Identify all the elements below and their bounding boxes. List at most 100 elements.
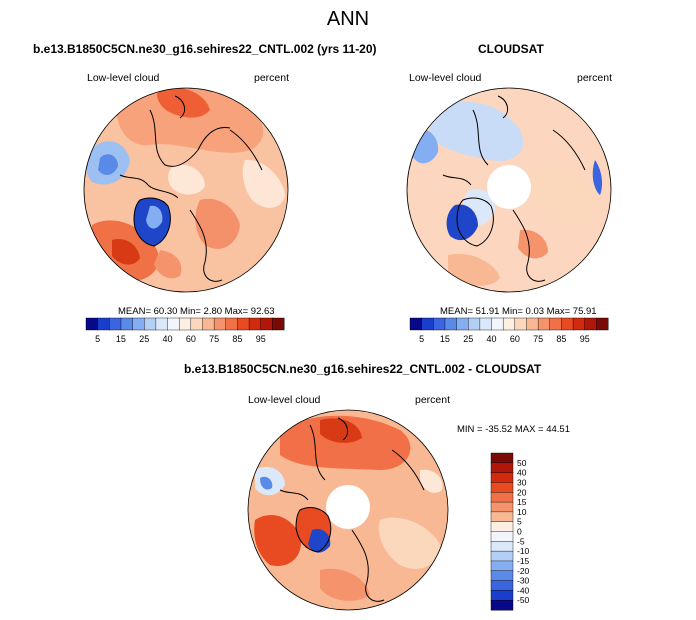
colorbar-swatch [584,317,597,331]
colorbar-tick-label: 40 [487,334,497,344]
obs-panel-title: CLOUDSAT [478,42,544,56]
colorbar-swatch [490,472,514,483]
colorbar-swatch [490,501,514,513]
obs-variable-label: Low-level cloud [409,72,482,84]
colorbar-swatch [490,560,514,572]
colorbar-swatch [572,317,586,331]
colorbar-tick-label: 5 [517,517,522,527]
model-map [84,88,288,292]
colorbar-swatch [132,317,145,331]
colorbar-swatch [490,521,514,533]
colorbar-tick-label: 40 [163,334,173,344]
colorbar-tick-label: 15 [116,334,126,344]
colorbar-tick-label: -30 [517,576,530,586]
colorbar-tick-label: 50 [517,458,527,468]
colorbar-tick-label: 60 [510,334,520,344]
colorbar-swatch [596,317,609,331]
colorbar-swatch [490,570,514,582]
obs-coastlines [442,95,586,282]
colorbar-tick-label: 75 [209,334,219,344]
colorbar-swatch [491,317,504,331]
obs-map [407,88,611,292]
colorbar-swatch [490,541,514,552]
colorbar-swatch [490,590,514,601]
diff-stats: MIN = -35.52 MAX = 44.51 [457,424,571,435]
colorbar-tick-label: 95 [580,334,590,344]
colorbar-swatch [537,317,551,331]
colorbar-swatch [490,462,514,474]
colorbar-swatch [444,317,458,331]
colorbar-tick-label: 60 [186,334,196,344]
colorbar-swatch [97,317,110,331]
colorbar-swatch [109,317,122,331]
colorbar-swatch [479,317,493,331]
colorbar-tick-label: 10 [517,507,527,517]
colorbar-swatch [433,317,446,331]
colorbar-swatch [409,317,423,331]
colorbar-swatch [490,511,514,523]
colorbar-swatch [549,317,562,331]
colorbar-tick-label: -5 [517,536,525,546]
colorbar-swatch [237,317,250,331]
colorbar-tick-label: -15 [517,556,530,566]
colorbar-swatch [490,482,514,493]
colorbar-tick-label: 15 [517,497,527,507]
diff-variable-label: Low-level cloud [248,394,321,406]
colorbar-swatch [167,317,180,331]
colorbar-swatch [120,317,134,331]
colorbar-tick-label: 95 [256,334,266,344]
diff-panel-title: b.e13.B1850C5CN.ne30_g16.sehires22_CNTL.… [184,362,542,376]
colorbar-tick-label: 30 [517,477,527,487]
colorbar-swatch [490,599,514,611]
model-stats: MEAN= 60.30 Min= 2.80 Max= 92.63 [118,306,275,317]
obs-colorbar: 5 15 25 40 60 75 85 95 [409,317,609,344]
colorbar-swatch [260,317,273,331]
model-colorbar: 5 15 25 40 60 75 85 95 [85,317,285,344]
colorbar-tick-label: -10 [517,546,530,556]
model-coastlines [119,95,263,282]
colorbar-swatch [561,317,574,331]
colorbar-swatch [190,317,203,331]
colorbar-swatch [178,317,192,331]
colorbar-tick-label: 40 [517,468,527,478]
colorbar-swatch [490,550,514,562]
colorbar-tick-label: -50 [517,595,530,605]
colorbar-swatch [202,317,215,331]
diff-units-label: percent [415,394,451,406]
diff-map [248,410,448,610]
colorbar-swatch [490,531,514,542]
colorbar-tick-label: 85 [232,334,242,344]
colorbar-swatch [514,317,527,331]
obs-units-label: percent [577,72,613,84]
colorbar-tick-label: 15 [440,334,450,344]
colorbar-tick-label: 25 [463,334,473,344]
colorbar-tick-label: 5 [419,334,424,344]
model-panel-title: b.e13.B1850C5CN.ne30_g16.sehires22_CNTL.… [33,42,377,56]
colorbar-tick-label: -20 [517,566,530,576]
figure-title: ANN [326,8,370,30]
colorbar-swatch [144,317,157,331]
colorbar-swatch [248,317,262,331]
colorbar-tick-label: 0 [517,527,522,537]
colorbar-tick-label: 25 [139,334,149,344]
colorbar-tick-label: 20 [517,487,527,497]
colorbar-swatch [526,317,539,331]
colorbar-swatch [490,452,514,464]
colorbar-swatch [85,317,99,331]
colorbar-swatch [225,317,238,331]
colorbar-swatch [456,317,469,331]
diff-coastlines [279,417,425,602]
colorbar-swatch [421,317,434,331]
colorbar-swatch [272,317,285,331]
colorbar-swatch [490,492,514,503]
colorbar-swatch [155,317,169,331]
colorbar-swatch [213,317,227,331]
colorbar-swatch [468,317,481,331]
colorbar-tick-label: -40 [517,585,530,595]
colorbar-swatch [490,580,514,591]
colorbar-tick-label: 85 [556,334,566,344]
model-variable-label: Low-level cloud [87,72,160,84]
colorbar-swatch [502,317,516,331]
